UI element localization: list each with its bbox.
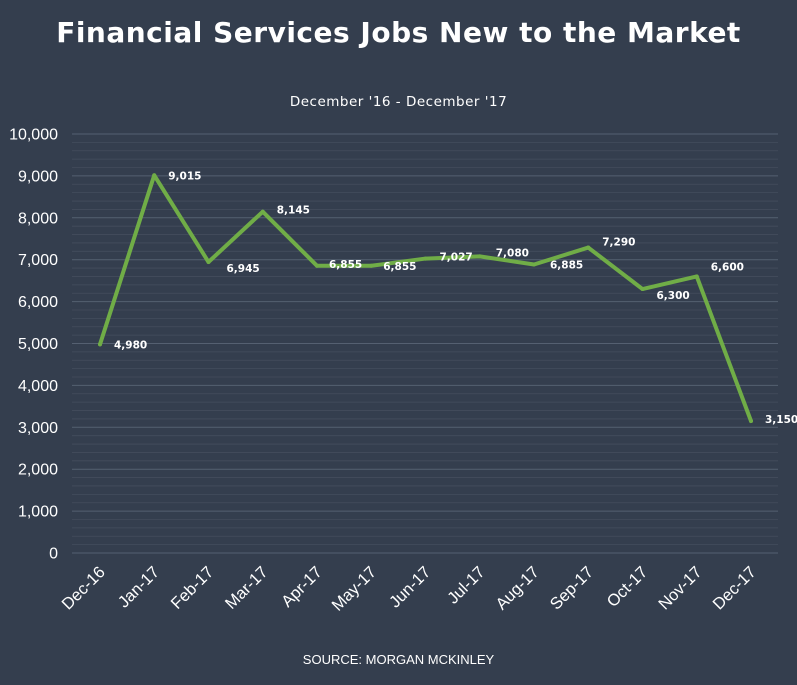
data-point bbox=[423, 256, 428, 261]
data-point bbox=[369, 263, 374, 268]
x-tick-label: Apr-17 bbox=[278, 563, 326, 611]
data-label: 8,145 bbox=[277, 205, 310, 217]
x-tick-label: Dec-17 bbox=[709, 563, 759, 613]
data-point bbox=[586, 245, 591, 250]
series-line-group bbox=[98, 173, 753, 424]
data-label: 6,855 bbox=[329, 259, 362, 271]
x-tick-label: Jan-17 bbox=[115, 563, 163, 611]
x-axis-tick-labels: Dec-16 Jan-17 Feb-17 Mar-17 Apr-17 May-17 Jun-… bbox=[58, 563, 759, 615]
data-label: 6,600 bbox=[711, 261, 744, 273]
data-label: 7,080 bbox=[496, 247, 529, 259]
data-point bbox=[749, 419, 753, 424]
data-labels: 4,980 9,015 6,945 8,145 6,855 6,855 7,027 7,080… bbox=[114, 170, 797, 426]
x-tick-label: Jun-17 bbox=[386, 563, 434, 611]
data-label: 3,150 bbox=[765, 414, 797, 426]
chart-subtitle: December '16 - December '17 bbox=[289, 94, 508, 110]
data-label: 9,015 bbox=[168, 170, 201, 182]
y-tick-label: 9,000 bbox=[18, 168, 58, 185]
y-tick-label: 0 bbox=[49, 546, 58, 563]
data-label: 4,980 bbox=[114, 339, 147, 351]
data-point bbox=[260, 209, 265, 214]
chart-title: Financial Services Jobs New to the Marke… bbox=[56, 16, 741, 49]
data-point bbox=[98, 342, 102, 347]
data-label: 6,855 bbox=[383, 261, 416, 273]
x-tick-label: Jul-17 bbox=[444, 563, 489, 608]
y-tick-label: 8,000 bbox=[18, 210, 58, 227]
x-tick-label: Nov-17 bbox=[655, 563, 705, 613]
gridlines bbox=[72, 133, 778, 554]
y-tick-label: 3,000 bbox=[18, 420, 58, 437]
data-label: 6,300 bbox=[657, 290, 690, 302]
y-tick-label: 2,000 bbox=[18, 462, 58, 479]
y-tick-label: 5,000 bbox=[18, 336, 58, 353]
y-tick-label: 4,000 bbox=[18, 378, 58, 395]
y-tick-label: 7,000 bbox=[18, 252, 58, 269]
y-axis-tick-labels: 0 1,000 2,000 3,000 4,000 5,000 6,000 7,000 8,00… bbox=[9, 127, 58, 563]
data-point bbox=[152, 173, 157, 178]
data-point bbox=[640, 287, 645, 292]
data-point bbox=[315, 263, 319, 268]
y-tick-label: 6,000 bbox=[18, 294, 58, 311]
x-tick-label: Oct-17 bbox=[604, 563, 652, 611]
x-tick-label: Aug-17 bbox=[492, 563, 542, 613]
x-tick-label: Feb-17 bbox=[168, 563, 218, 613]
y-tick-label: 10,000 bbox=[9, 127, 58, 144]
data-point bbox=[206, 260, 211, 265]
x-tick-label: Dec-16 bbox=[58, 563, 108, 613]
x-tick-label: May-17 bbox=[328, 563, 380, 615]
series-line bbox=[98, 173, 753, 424]
y-tick-label: 1,000 bbox=[18, 504, 58, 521]
data-point bbox=[532, 262, 536, 267]
x-tick-label: Mar-17 bbox=[222, 563, 272, 613]
chart-source: SOURCE: MORGAN MCKINLEY bbox=[302, 652, 495, 667]
data-label: 6,885 bbox=[550, 260, 583, 272]
data-label: 6,945 bbox=[227, 263, 260, 275]
data-point bbox=[477, 254, 482, 259]
data-label: 7,027 bbox=[440, 252, 473, 264]
x-tick-label: Sep-17 bbox=[547, 563, 597, 613]
data-label: 7,290 bbox=[602, 237, 635, 249]
data-point bbox=[694, 274, 699, 279]
